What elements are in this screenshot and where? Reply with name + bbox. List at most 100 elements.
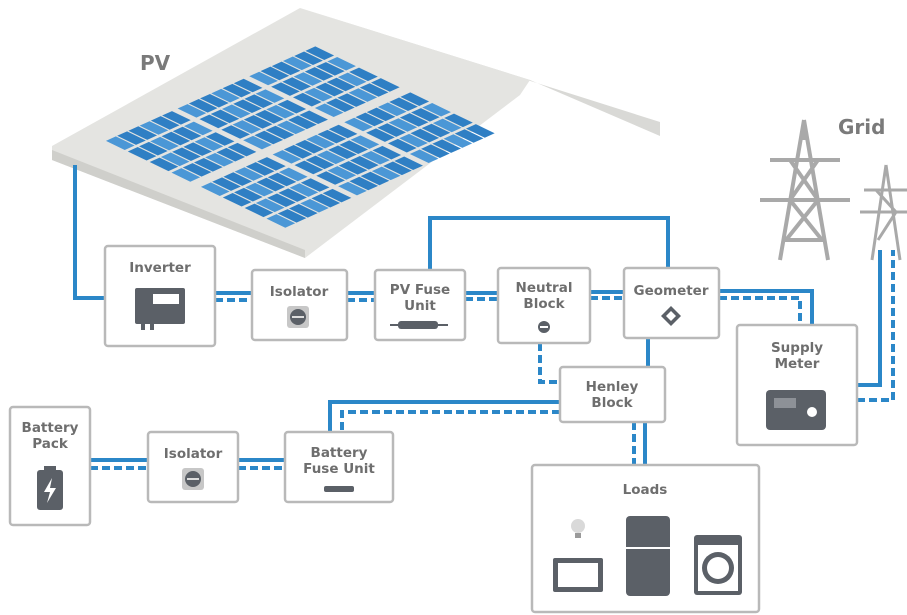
panel-cell bbox=[150, 116, 180, 130]
label-line: Block bbox=[523, 296, 565, 312]
panel-cell bbox=[161, 131, 191, 146]
wires-part bbox=[719, 296, 802, 325]
panel-cell bbox=[266, 214, 296, 228]
supply-meter: Supply Meter bbox=[735, 323, 859, 447]
label: Loads bbox=[623, 482, 668, 498]
label: PV Fuse Unit bbox=[390, 282, 450, 314]
geometer-part bbox=[622, 266, 721, 340]
panel-cell bbox=[444, 113, 473, 128]
label: Isolator bbox=[164, 446, 223, 462]
panel-cell bbox=[349, 67, 378, 82]
panel-cell bbox=[311, 193, 341, 208]
panel-cell bbox=[443, 134, 473, 148]
panel-cell bbox=[282, 56, 312, 71]
panel-cell bbox=[172, 126, 202, 141]
panel-cell bbox=[244, 203, 274, 218]
pylons-part bbox=[760, 119, 850, 261]
pv-fuse-unit-part bbox=[373, 268, 467, 342]
label-line: Loads bbox=[623, 482, 668, 498]
panel-cell bbox=[295, 139, 324, 154]
battery-isolator-part bbox=[146, 430, 240, 504]
panel-cell bbox=[283, 145, 313, 159]
panel-cell bbox=[299, 110, 328, 125]
panel-cell bbox=[326, 77, 356, 92]
label-line: PV Fuse bbox=[390, 282, 450, 298]
panel-cell bbox=[245, 182, 274, 197]
panel-cell bbox=[232, 120, 262, 134]
panel-cell bbox=[127, 146, 157, 161]
grid-label: Grid bbox=[838, 115, 885, 139]
panel-cell bbox=[212, 177, 241, 191]
wires-part bbox=[73, 165, 105, 300]
panel-cell bbox=[300, 198, 329, 213]
wires-part bbox=[328, 400, 560, 432]
battery-isolator: Isolator bbox=[146, 430, 240, 504]
panel-cell bbox=[149, 157, 179, 172]
henley-block: Henley Block bbox=[558, 365, 667, 424]
panel-cell bbox=[249, 71, 278, 86]
panel-cell bbox=[267, 193, 296, 207]
panel-cell bbox=[200, 93, 229, 108]
panel-cell bbox=[454, 129, 484, 143]
panel-cell bbox=[276, 120, 306, 135]
label: Supply Meter bbox=[771, 340, 823, 372]
roof-part bbox=[52, 8, 530, 258]
panel-cell bbox=[316, 171, 345, 185]
panel-cell bbox=[139, 141, 168, 156]
panel-cell bbox=[139, 121, 169, 135]
label-line: Battery bbox=[311, 445, 368, 461]
wires-part bbox=[857, 250, 895, 402]
panel-cell bbox=[400, 92, 430, 106]
panel-cell bbox=[317, 129, 347, 144]
label-line: Henley bbox=[586, 379, 639, 395]
battery-pack-part bbox=[44, 478, 56, 503]
label: Isolator bbox=[270, 284, 329, 300]
panel-cell bbox=[327, 166, 357, 180]
label: Inverter bbox=[129, 260, 191, 276]
panel-cell bbox=[267, 172, 297, 187]
panel-cell bbox=[260, 66, 290, 81]
wires-part bbox=[215, 290, 624, 295]
panel-cell bbox=[244, 94, 274, 108]
neutral-block: Neutral Block bbox=[496, 266, 592, 345]
label-line: Fuse Unit bbox=[303, 461, 375, 477]
battery-fuse-unit: Battery Fuse Unit bbox=[283, 430, 395, 504]
panel-cell bbox=[182, 163, 212, 177]
label-line: Supply bbox=[771, 340, 823, 356]
panel-cell bbox=[338, 181, 367, 196]
panel-cell bbox=[360, 171, 390, 186]
label-line: Isolator bbox=[164, 446, 223, 462]
inverter-part bbox=[150, 324, 154, 330]
panel-cell bbox=[255, 198, 285, 213]
panel-cell bbox=[193, 158, 223, 172]
loads: Loads bbox=[530, 463, 761, 614]
panel-cell bbox=[188, 99, 218, 113]
panel-cell bbox=[265, 125, 295, 140]
label-line: Geometer bbox=[633, 283, 708, 299]
panel-cell bbox=[288, 204, 318, 218]
panel-cell bbox=[271, 82, 300, 96]
label-line: Isolator bbox=[270, 284, 329, 300]
panel-cell bbox=[222, 83, 252, 98]
panel-cell bbox=[233, 78, 263, 93]
panel-cell bbox=[377, 123, 407, 137]
panel-cell bbox=[366, 128, 395, 142]
wires-part bbox=[538, 343, 560, 384]
panel-cell bbox=[234, 187, 263, 202]
panel-cell bbox=[221, 125, 250, 139]
panel-cell bbox=[227, 142, 257, 157]
panel-cell bbox=[266, 104, 295, 119]
panel-cell bbox=[199, 114, 229, 129]
neutral-block-part bbox=[496, 266, 592, 345]
panel-cell bbox=[305, 155, 335, 170]
panel-cell bbox=[389, 97, 418, 112]
panel-cell bbox=[409, 149, 439, 164]
panel-cell bbox=[211, 88, 240, 103]
label: Geometer bbox=[633, 283, 708, 299]
panel-cell bbox=[394, 156, 423, 171]
panel-cell bbox=[255, 110, 284, 124]
wires-part bbox=[857, 250, 882, 387]
geometer: Geometer bbox=[622, 266, 721, 340]
panel-cell bbox=[349, 176, 379, 191]
